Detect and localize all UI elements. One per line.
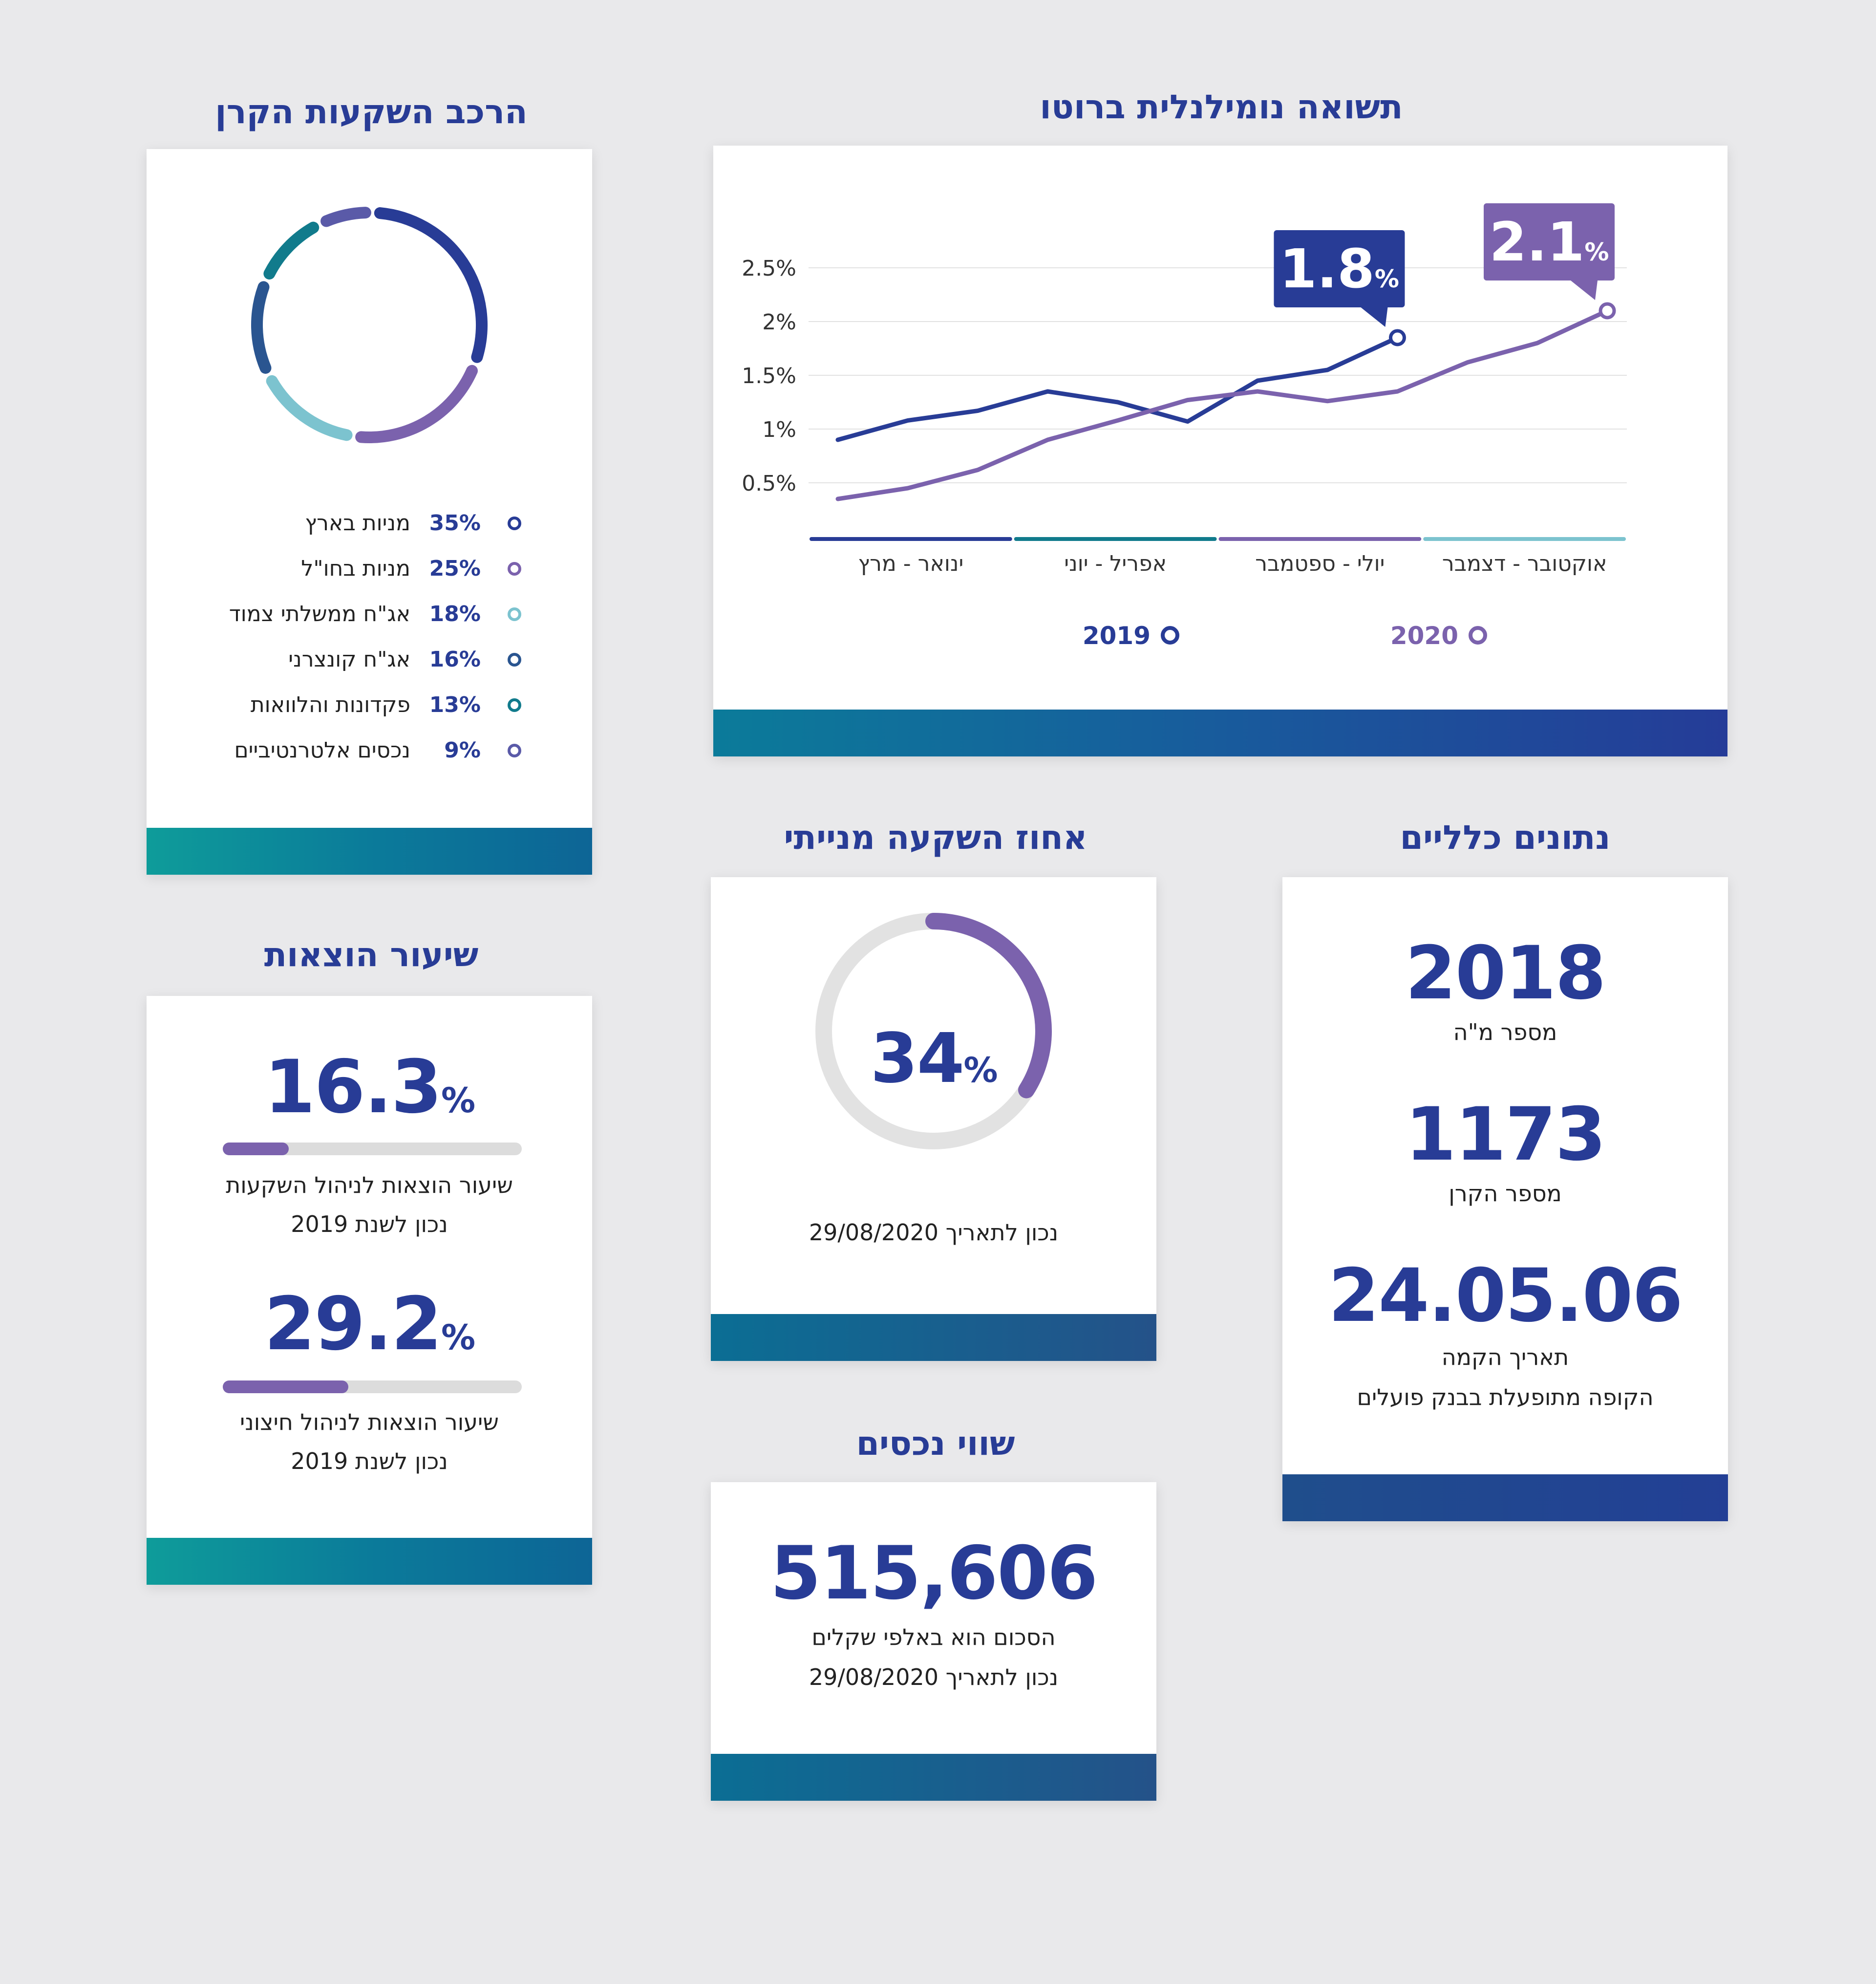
legend-label: 2020	[1390, 622, 1458, 650]
y-tick-label: 1.5%	[742, 364, 796, 388]
assets-card: 515,606 הסכום הוא באלפי שקלים נכון לתארי…	[711, 1482, 1156, 1801]
expense-progress-fill	[223, 1143, 289, 1155]
expense-sub: נכון לשנת 2019	[291, 1211, 448, 1237]
x-tick-label: ינואר - מרץ	[858, 551, 963, 576]
legend-item: 18% אג"ח ממשלתי צמוד	[147, 602, 592, 631]
legend-item: 16% אג"ח קונצרני	[147, 647, 592, 676]
legend-name: מניות בארץ	[305, 511, 410, 536]
legend-name: נכסים אלטרנטיביים	[234, 738, 410, 763]
expense-value: 16.3%	[264, 1045, 475, 1130]
expense-progress-bar	[223, 1143, 522, 1155]
legend-ring-icon	[1469, 626, 1487, 645]
card-footer-band	[711, 1314, 1156, 1361]
legend-pct: 13%	[429, 692, 481, 717]
legend-pct: 35%	[429, 511, 481, 536]
composition-card: 35% מניות בארץ 25% מניות בחו"ל 18% אג"ח …	[147, 149, 592, 875]
donut-segment	[374, 207, 488, 363]
legend-name: אג"ח קונצרני	[288, 647, 410, 672]
assets-date: נכון לתאריך 29/08/2020	[809, 1664, 1059, 1690]
returns-chart: 0.5% 1% 1.5% 2% 2.5% ינואר - מרץ אפריל - יוני י…	[742, 203, 1627, 650]
expense-value: 29.2%	[264, 1282, 475, 1367]
legend-pct: 25%	[429, 556, 481, 581]
series-endpoint	[1599, 302, 1616, 320]
legend-item: 13% פקדונות והלוואות	[147, 692, 592, 722]
returns-title: תשואה נומילנלית ברוטו	[1040, 88, 1403, 127]
ring-icon	[508, 517, 521, 530]
legend-item: 35% מניות בארץ	[147, 511, 592, 540]
x-tick-label: אפריל - יוני	[1064, 551, 1167, 576]
donut-segment	[251, 281, 272, 374]
legend-item: 9% נכסים אלטרנטיביים	[147, 738, 592, 767]
general-label: מספר מ"ה	[1453, 1019, 1557, 1045]
ring-fill	[925, 913, 1052, 1099]
general-label: תאריך הקמה	[1441, 1344, 1569, 1370]
svg-text:2.1%: 2.1%	[1490, 211, 1609, 273]
general-value: 24.05.06	[1328, 1253, 1683, 1338]
equity-date: נכון לתאריך 29/08/2020	[809, 1219, 1059, 1246]
value-callout: 1.8%	[1274, 230, 1405, 327]
ring-icon	[508, 607, 521, 621]
y-tick-label: 1%	[762, 417, 796, 442]
legend-item: 25% מניות בחו"ל	[147, 556, 592, 585]
expenses-title: שיעור הוצאות	[264, 936, 479, 974]
legend-pct: 18%	[429, 602, 481, 626]
legend-name: אג"ח ממשלתי צמוד	[229, 602, 410, 626]
card-footer-band	[711, 1754, 1156, 1801]
returns-card: 0.5% 1% 1.5% 2% 2.5% ינואר - מרץ אפריל - יוני י…	[713, 146, 1727, 756]
expense-progress-bar	[223, 1380, 522, 1393]
general-value: 2018	[1405, 931, 1606, 1016]
expense-label: שיעור הוצאות לניהול חיצוני	[240, 1409, 499, 1435]
series-line-2020	[835, 308, 1610, 501]
equity-value: 34%	[870, 1019, 998, 1099]
composition-donut	[251, 207, 488, 443]
general-label: מספר הקרן	[1449, 1180, 1562, 1207]
assets-title: שווי נכסים	[856, 1424, 1015, 1463]
series-line-2019	[835, 335, 1400, 442]
card-footer-band	[147, 828, 592, 875]
legend-pct: 9%	[444, 738, 481, 763]
donut-segment	[320, 207, 371, 227]
y-tick-label: 2.5%	[742, 256, 796, 281]
assets-label: הסכום הוא באלפי שקלים	[811, 1624, 1056, 1650]
legend-ring-icon	[1161, 626, 1179, 645]
value-callout: 2.1%	[1484, 203, 1615, 300]
x-tick-label: יולי - ספטמבר	[1255, 551, 1385, 576]
assets-value: 515,606	[770, 1531, 1098, 1616]
legend-pct: 16%	[429, 647, 481, 672]
expenses-card: 16.3% שיעור הוצאות לניהול השקעות נכון לש…	[147, 996, 592, 1585]
card-footer-band	[1282, 1474, 1728, 1521]
expense-label: שיעור הוצאות לניהול השקעות	[226, 1172, 513, 1198]
general-note: הקופה מתופעלת בבנק פועלים	[1357, 1384, 1654, 1410]
x-tick-label: אוקטובר - דצמבר	[1442, 551, 1607, 576]
ring-icon	[508, 653, 521, 667]
y-tick-label: 2%	[762, 310, 796, 335]
expense-progress-fill	[223, 1380, 349, 1393]
svg-text:1.8%: 1.8%	[1279, 237, 1399, 300]
donut-segment	[263, 221, 320, 280]
legend-name: מניות בחו"ל	[301, 556, 410, 581]
ring-icon	[508, 744, 521, 757]
composition-title: הרכב השקעות הקרן	[215, 93, 528, 131]
donut-segment	[266, 375, 353, 441]
equity-card: 34% נכון לתאריך 29/08/2020	[711, 877, 1156, 1361]
card-footer-band	[713, 710, 1727, 756]
ring-icon	[508, 698, 521, 712]
series-endpoint	[1388, 329, 1406, 346]
card-footer-band	[147, 1538, 592, 1585]
general-value: 1173	[1405, 1092, 1606, 1177]
general-title: נתונים כלליים	[1400, 819, 1611, 857]
expense-sub: נכון לשנת 2019	[291, 1448, 448, 1474]
equity-ring	[815, 913, 1052, 1149]
equity-title: אחוז השקעה מנייתי	[784, 819, 1087, 857]
ring-icon	[508, 562, 521, 576]
general-card: 2018 מספר מ"ה 1173 מספר הקרן 24.05.06 תא…	[1282, 877, 1728, 1521]
y-tick-label: 0.5%	[742, 471, 796, 496]
legend-label: 2019	[1083, 622, 1151, 650]
legend-name: פקדונות והלוואות	[250, 692, 410, 717]
donut-segment	[355, 365, 478, 443]
